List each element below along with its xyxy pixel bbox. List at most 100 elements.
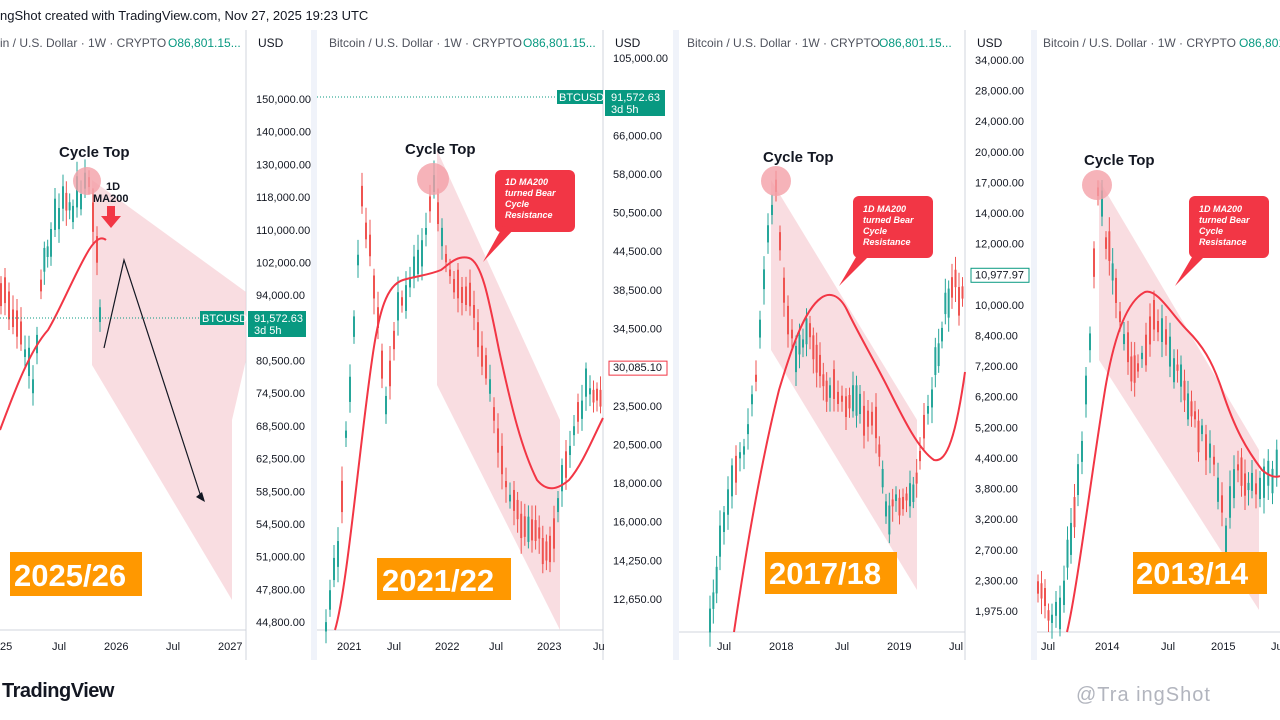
- candle: [791, 329, 793, 339]
- candle: [1111, 263, 1114, 281]
- candle: [1101, 190, 1103, 217]
- candle: [445, 253, 447, 263]
- y-tick-label: 34,000.00: [975, 55, 1024, 67]
- candle: [735, 455, 737, 483]
- candle: [825, 380, 828, 402]
- callout-line-3: Cycle: [505, 199, 529, 209]
- x-axis-ticks: 25 Jul 2026 Jul 2027: [0, 641, 242, 653]
- candle: [934, 347, 937, 375]
- callout-line-1: 1D MA200: [863, 204, 906, 214]
- y-tick-label: 14,250.00: [613, 555, 662, 567]
- candle: [852, 385, 854, 412]
- chart-svg-2021: Bitcoin / U.S. Dollar · 1W · CRYPTO O86,…: [317, 30, 668, 660]
- open-value: O86,801.15...: [168, 36, 241, 50]
- candle: [863, 405, 865, 436]
- candle: [397, 292, 399, 321]
- candle: [1237, 464, 1239, 471]
- tradingview-logo[interactable]: TradingView: [2, 680, 114, 702]
- candle: [1105, 237, 1107, 249]
- candle: [365, 222, 367, 240]
- cycle-top-marker: [417, 163, 449, 195]
- chart-panel-2021[interactable]: Bitcoin / U.S. Dollar · 1W · CRYPTO O86,…: [317, 30, 673, 660]
- price-tag: [248, 311, 306, 337]
- callout-line-3: Cycle: [863, 226, 887, 236]
- callout-pointer: [839, 252, 871, 286]
- panel-separator: [673, 30, 679, 660]
- candle: [951, 277, 953, 298]
- year-label-box: [10, 552, 142, 596]
- y-tick-label: 62,500.00: [256, 454, 305, 466]
- y-axis-ticks: 150,000.00 140,000.00 130,000.00 118,000.00…: [256, 94, 311, 629]
- candle: [1267, 460, 1270, 486]
- callout-box: [853, 196, 933, 258]
- chart-svg-2017: Bitcoin / U.S. Dollar · 1W · CRYPTO O86,…: [679, 30, 1030, 660]
- candle: [751, 394, 753, 405]
- candle: [405, 285, 407, 311]
- cycle-top-label: Cycle Top: [1084, 152, 1155, 169]
- y-tick-label: 17,000.00: [975, 177, 1024, 189]
- y-tick-label: 66,000.00: [613, 130, 662, 142]
- candle: [833, 369, 835, 399]
- candle: [581, 400, 583, 419]
- candle: [944, 292, 947, 315]
- candle: [32, 379, 34, 394]
- chart-panel-2025[interactable]: in / U.S. Dollar · 1W · CRYPTO O86,801.1…: [0, 30, 311, 660]
- candle: [1209, 443, 1211, 458]
- candle: [369, 234, 371, 257]
- candle: [885, 501, 887, 517]
- y-tick-label: 94,000.00: [256, 290, 305, 302]
- year-label-box: [377, 558, 511, 600]
- price-highlight-box: [608, 360, 668, 376]
- candle: [1197, 420, 1200, 453]
- candle: [1081, 440, 1083, 462]
- candle: [80, 193, 82, 210]
- candle: [1153, 300, 1155, 330]
- candle: [4, 277, 6, 304]
- candle: [377, 307, 379, 329]
- candle: [441, 227, 443, 247]
- candle: [881, 468, 884, 488]
- candle: [1055, 601, 1057, 616]
- candle: [1037, 581, 1039, 594]
- y-tick-label: 16,000.00: [613, 517, 662, 529]
- x-tick-label: Ju: [1271, 641, 1280, 653]
- candle: [573, 426, 575, 436]
- chart-panel-2017[interactable]: Bitcoin / U.S. Dollar · 1W · CRYPTO O86,…: [679, 30, 1031, 660]
- candle: [1213, 456, 1215, 465]
- candle: [1275, 449, 1278, 476]
- candle: [65, 192, 68, 211]
- symbol-header: Bitcoin / U.S. Dollar · 1W · CRYPTO: [687, 36, 880, 50]
- currency-label: USD: [258, 36, 284, 50]
- cycle-top-marker: [1082, 170, 1112, 200]
- candle: [755, 374, 757, 382]
- y-tick-label: 2,700.00: [975, 545, 1018, 557]
- y-tick-label: 28,000.00: [975, 86, 1024, 98]
- candle: [1133, 355, 1136, 383]
- candle: [457, 269, 459, 299]
- y-tick-label: 12,650.00: [613, 594, 662, 606]
- candle: [349, 376, 351, 402]
- price-tag-value: 91,572.63: [254, 313, 303, 325]
- x-tick-label: Jul: [1161, 641, 1175, 653]
- candle: [805, 318, 808, 345]
- candle: [1066, 539, 1069, 568]
- candle: [837, 391, 839, 404]
- currency-label: USD: [977, 36, 1003, 50]
- candle: [429, 196, 431, 212]
- candle: [1244, 473, 1246, 496]
- candle: [50, 228, 52, 257]
- candle: [72, 205, 74, 223]
- open-value: O86,801.15...: [523, 36, 596, 50]
- candle: [767, 225, 769, 243]
- candle: [437, 202, 439, 224]
- candle: [898, 497, 901, 516]
- candle: [871, 411, 873, 426]
- candle: [771, 204, 773, 215]
- candle: [1119, 311, 1121, 323]
- y-tick-label: 38,500.00: [613, 285, 662, 297]
- chart-panel-2013[interactable]: Bitcoin / U.S. Dollar · 1W · CRYPTO O86,…: [1037, 30, 1280, 660]
- candle: [461, 286, 463, 303]
- x-tick-label: 2023: [537, 641, 561, 653]
- candle: [888, 505, 891, 535]
- candle: [1233, 469, 1235, 499]
